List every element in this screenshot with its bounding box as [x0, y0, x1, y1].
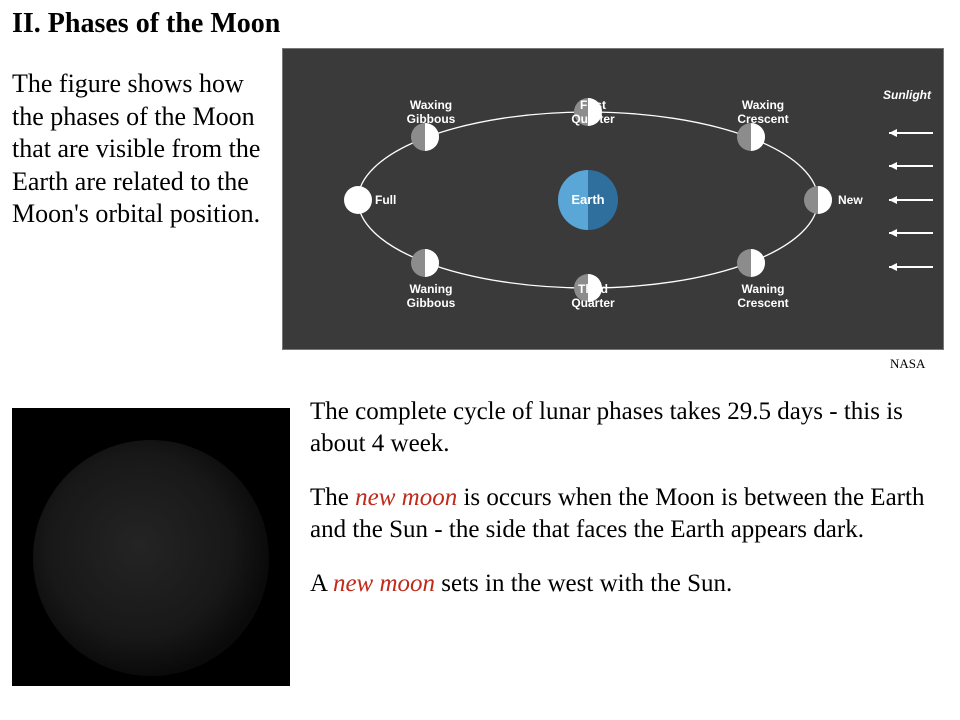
- lunar-phase-diagram: Earth New WaxingCrescent FirstQuarter Waxin…: [282, 48, 944, 350]
- new-moon-photo: [12, 408, 290, 686]
- paragraph-newmoon-set: A new moon sets in the west with the Sun…: [310, 568, 945, 600]
- phase-label: WaxingCrescent: [728, 99, 798, 127]
- accent-new-moon: new moon: [355, 484, 457, 511]
- image-credit: NASA: [890, 356, 925, 372]
- page-title: II. Phases of the Moon: [12, 8, 280, 40]
- phase-label: Sunlight: [883, 89, 943, 103]
- phase-label: FirstQuarter: [563, 99, 623, 127]
- paragraph-newmoon-def: The new moon is occurs when the Moon is …: [310, 482, 945, 546]
- phase-label: WaningGibbous: [401, 283, 461, 311]
- phase-label: WaxingGibbous: [401, 99, 461, 127]
- phase-label: Full: [375, 194, 415, 208]
- paragraph-cycle: The complete cycle of lunar phases takes…: [310, 396, 945, 460]
- accent-new-moon-2: new moon: [333, 570, 435, 597]
- phase-label: New: [838, 194, 878, 208]
- phase-label: ThirdQuarter: [563, 283, 623, 311]
- body-text: The complete cycle of lunar phases takes…: [310, 396, 945, 622]
- intro-text: The figure shows how the phases of the M…: [12, 68, 272, 231]
- moon-photo-svg: [12, 408, 290, 686]
- svg-text:Earth: Earth: [571, 192, 604, 207]
- phase-label: WaningCrescent: [728, 283, 798, 311]
